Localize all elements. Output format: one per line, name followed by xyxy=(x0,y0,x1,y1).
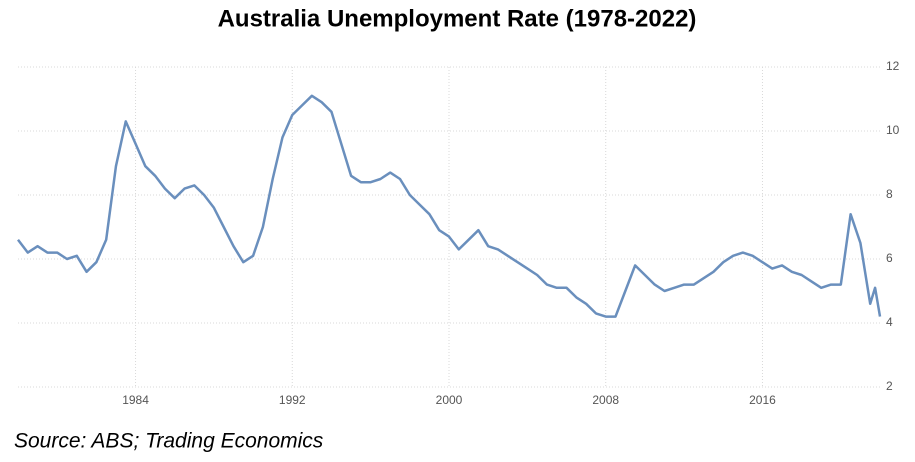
chart-title: Australia Unemployment Rate (1978-2022) xyxy=(218,5,697,32)
x-tick-label: 2000 xyxy=(436,393,463,407)
y-tick-label: 12 xyxy=(886,59,900,73)
x-tick-label: 1992 xyxy=(279,393,306,407)
x-tick-label: 2008 xyxy=(592,393,619,407)
y-tick-label: 10 xyxy=(886,123,900,137)
y-tick-label: 4 xyxy=(886,315,893,329)
data-line xyxy=(17,94,882,318)
y-tick-label: 2 xyxy=(886,379,893,393)
x-tick-label: 1984 xyxy=(122,393,149,407)
y-tick-label: 8 xyxy=(886,187,893,201)
y-tick-label: 6 xyxy=(886,251,893,265)
source: Source: ABS; Trading Economics xyxy=(14,430,324,453)
x-tick-label: 2016 xyxy=(749,393,776,407)
